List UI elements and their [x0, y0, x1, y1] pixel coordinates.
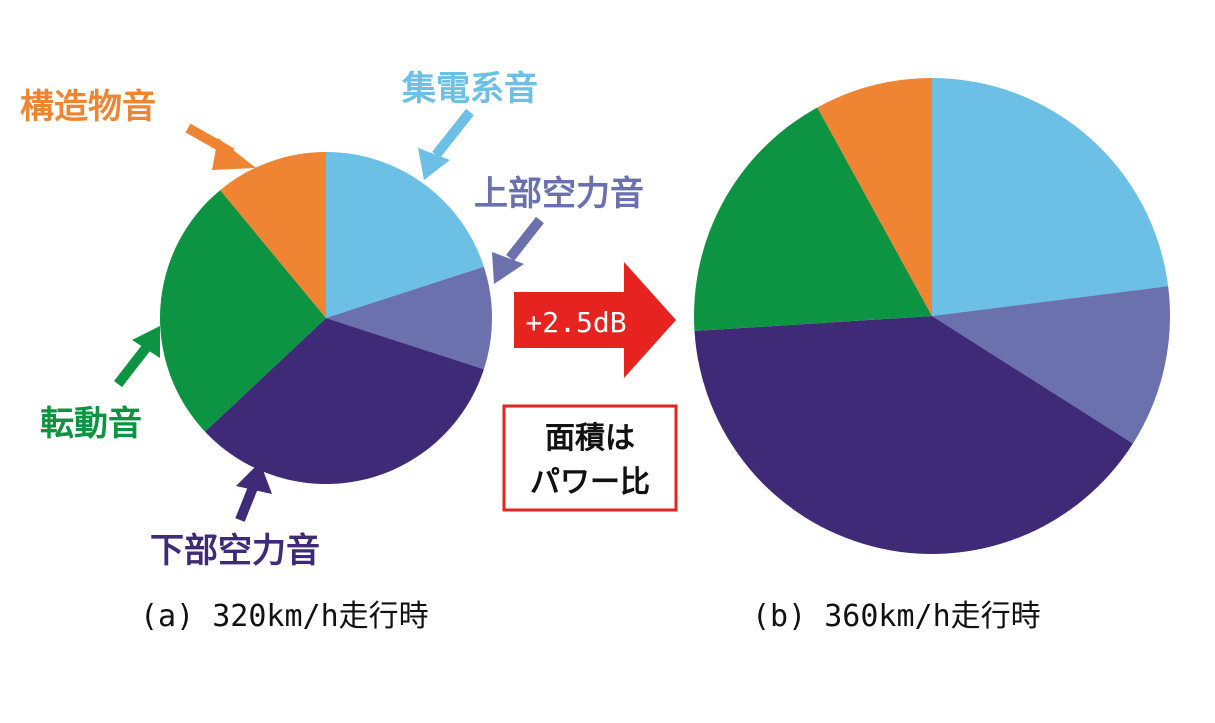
- pie-b-slice-rolling: [694, 107, 932, 331]
- pie-b-slice-lower-aero: [694, 316, 1133, 554]
- label-pantograph-noise: 集電系音: [401, 69, 538, 109]
- note-line-1: 面積は: [545, 421, 635, 456]
- label-upper-aero-noise: 上部空力音: [474, 174, 644, 214]
- pie-a-slice-rolling: [160, 190, 326, 432]
- pie-a-slice-upper-aero: [326, 266, 492, 370]
- pie-b-slice-structure: [817, 78, 932, 316]
- label-structure-noise: 構造物音: [20, 87, 156, 127]
- pointer-arrow-upper-aero: [492, 216, 544, 284]
- pie-a-slice-lower-aero: [204, 318, 484, 485]
- increase-arrow: +2.5dB: [514, 262, 676, 378]
- pie-chart-320kmh: [160, 152, 492, 485]
- pointer-arrow-rolling: [114, 326, 160, 388]
- pie-b-slice-upper-aero: [932, 286, 1170, 444]
- label-lower-aero-noise: 下部空力音: [150, 531, 320, 571]
- pointer-arrow-pantograph: [418, 108, 474, 180]
- increase-label: +2.5dB: [525, 306, 626, 339]
- area-power-note: 面積は パワー比: [502, 404, 678, 512]
- note-line-2: パワー比: [530, 465, 650, 500]
- caption-320kmh: (a) 320km/h走行時: [140, 599, 429, 634]
- pointer-arrow-lower-aero: [235, 462, 272, 522]
- pie-a-slice-pantograph: [326, 152, 484, 318]
- pie-b-slice-pantograph: [932, 78, 1169, 316]
- pie-chart-360kmh: [694, 78, 1170, 554]
- label-rolling-noise: 転動音: [40, 404, 142, 444]
- caption-360kmh: (b) 360km/h走行時: [752, 599, 1041, 634]
- pie-a-slice-structure: [220, 152, 326, 318]
- pointer-arrow-structure: [185, 123, 256, 170]
